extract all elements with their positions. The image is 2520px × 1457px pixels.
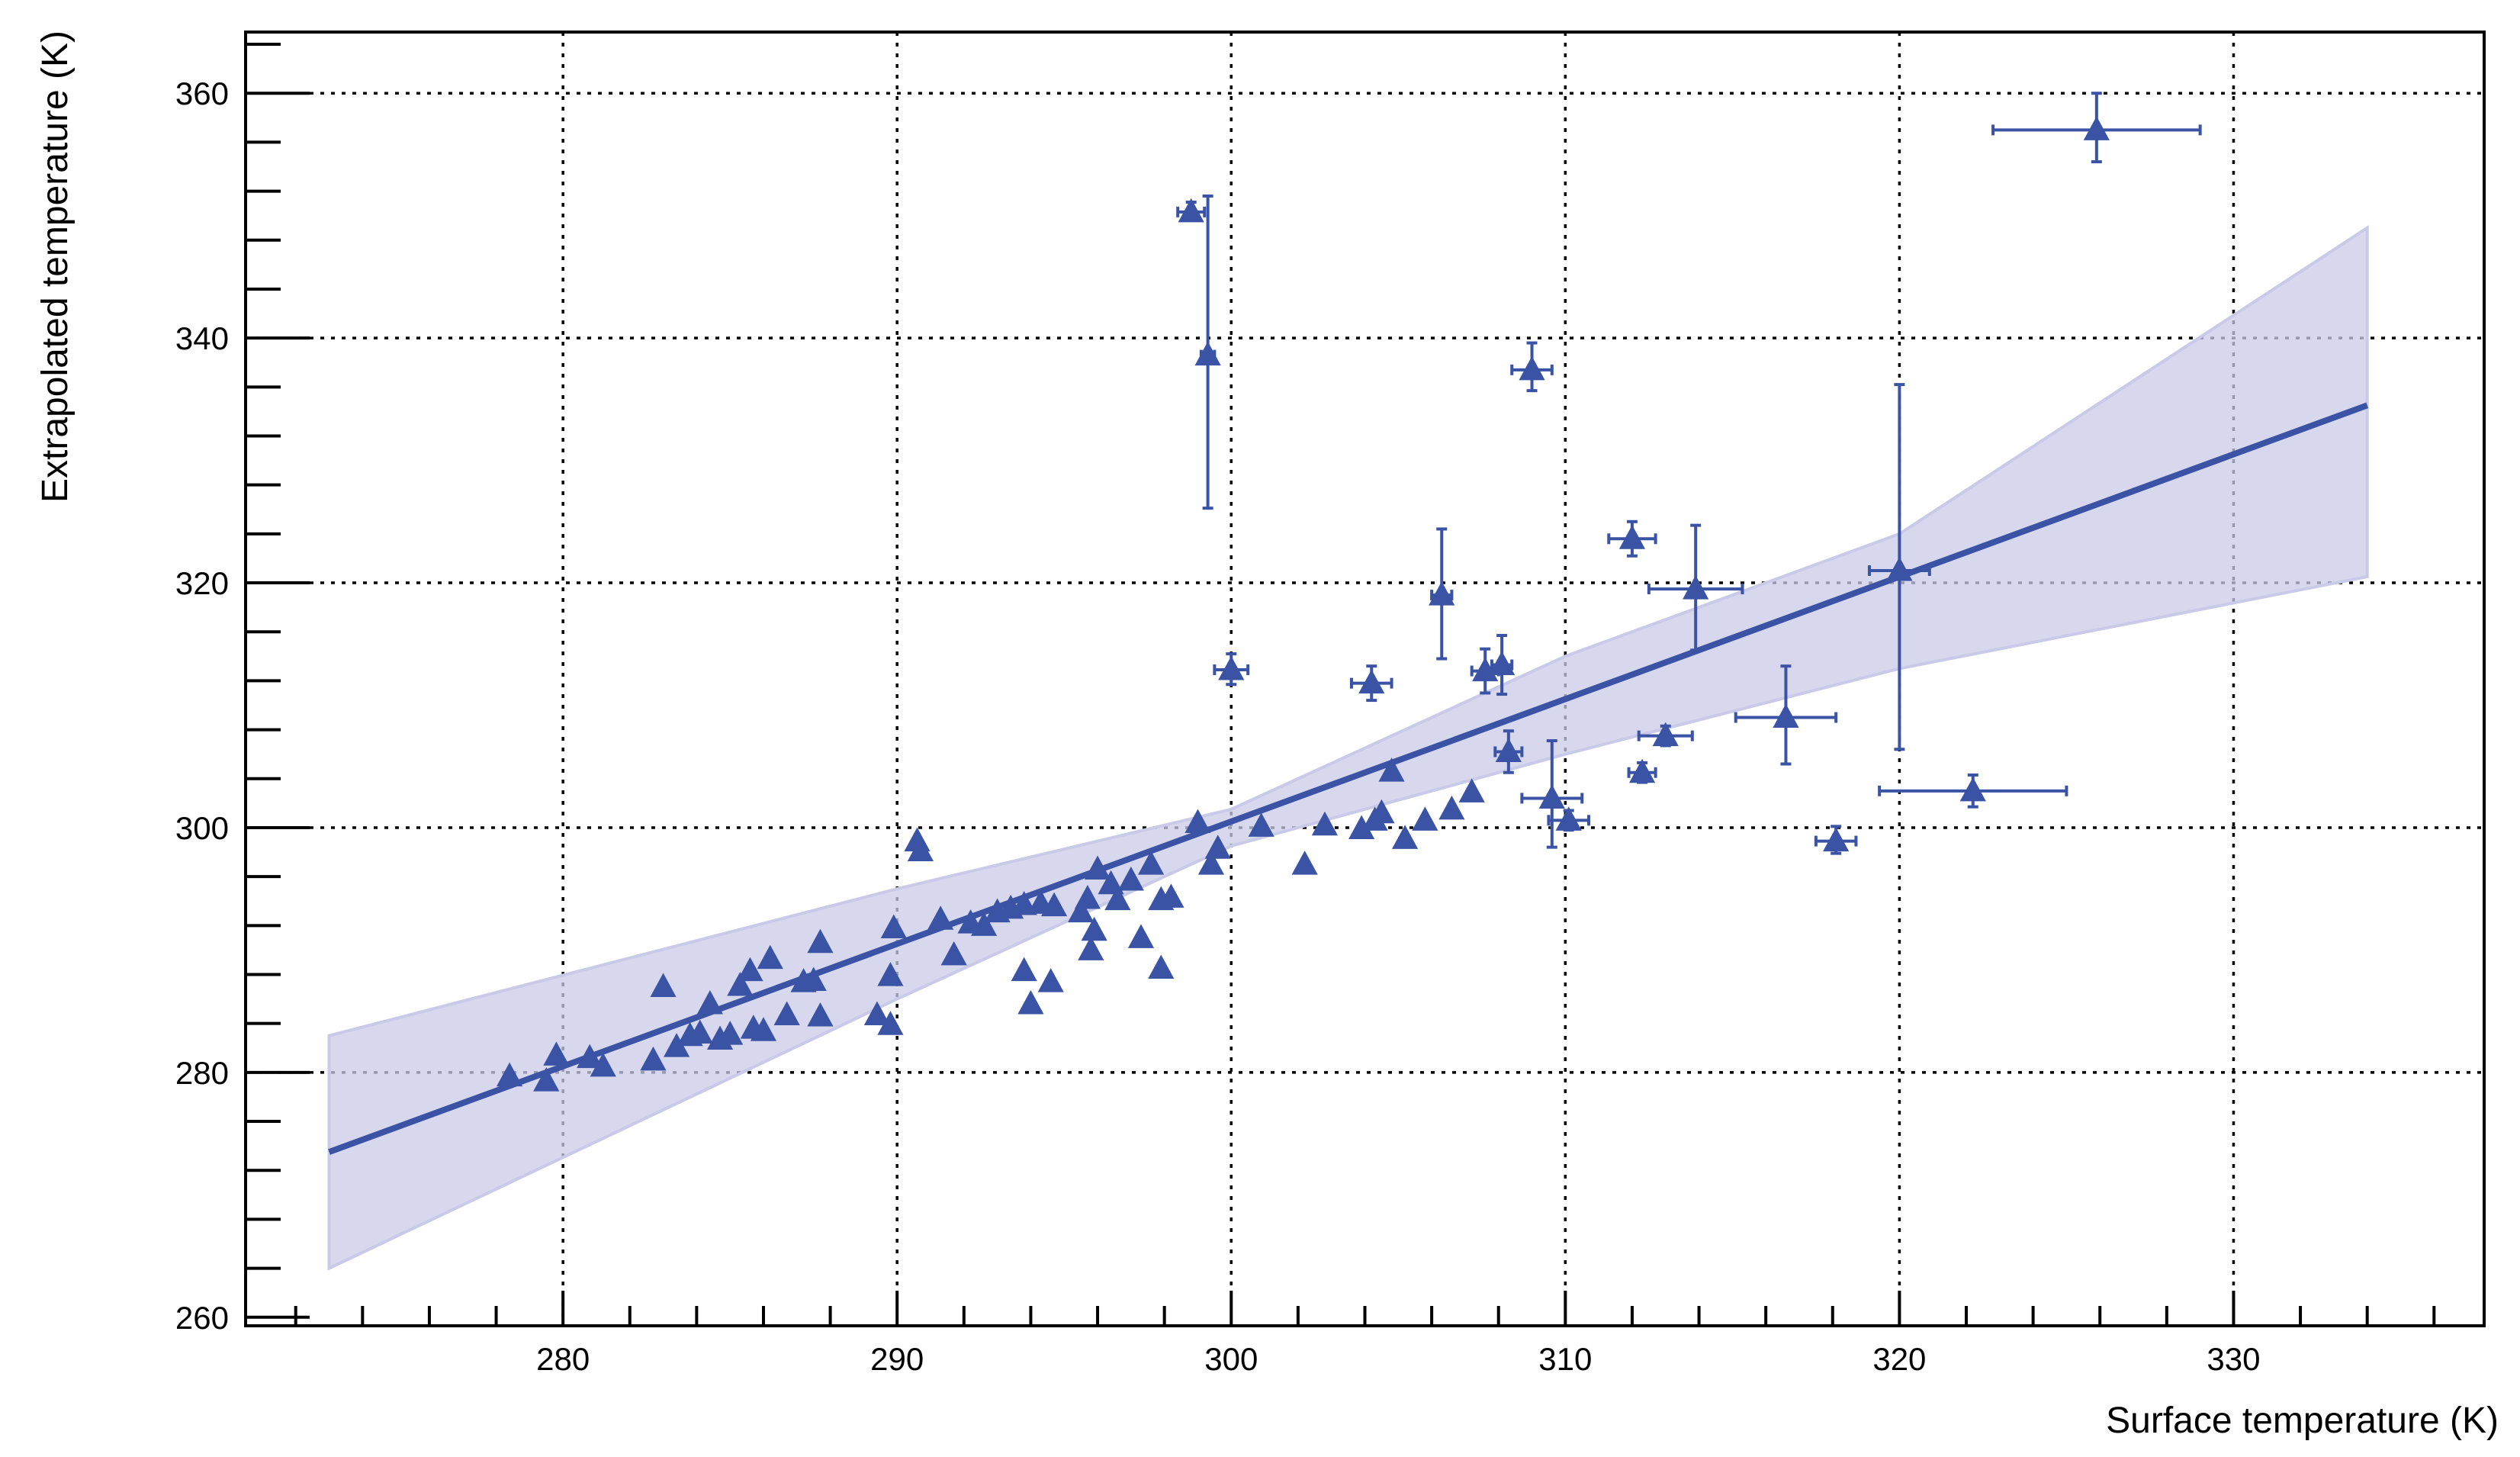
data-point <box>877 1011 904 1035</box>
data-point <box>1104 886 1131 911</box>
data-point <box>773 1001 800 1025</box>
data-point-with-error <box>1495 738 1522 762</box>
data-point <box>1081 916 1107 941</box>
data-point <box>577 1044 603 1069</box>
data-point-with-error <box>1823 827 1850 852</box>
data-point <box>750 1017 777 1041</box>
data-point <box>1041 892 1068 917</box>
fit-line-layer <box>328 402 2369 1155</box>
data-point <box>640 1046 667 1071</box>
x-tick-label: 280 <box>536 1341 590 1377</box>
x-tick-label: 320 <box>1872 1341 1926 1377</box>
y-tick-label: 300 <box>175 810 229 846</box>
data-point <box>807 1002 834 1027</box>
data-point <box>590 1052 616 1077</box>
data-point <box>800 967 827 992</box>
x-tick-label: 300 <box>1204 1341 1258 1377</box>
data-point <box>1438 795 1465 820</box>
data-point <box>877 962 904 986</box>
data-point-with-error <box>1773 703 1799 728</box>
data-point-with-error <box>2083 116 2110 140</box>
data-point-with-error <box>1489 651 1516 676</box>
data-point-with-error <box>1555 806 1582 831</box>
data-point-with-error <box>1218 655 1245 680</box>
data-point <box>1068 898 1094 923</box>
x-axis-title: Surface temperature (K) <box>2106 1401 2499 1441</box>
data-point <box>1011 957 1037 982</box>
x-tick-label: 290 <box>870 1341 924 1377</box>
data-point <box>1368 799 1395 824</box>
data-point <box>1248 812 1274 837</box>
data-point-with-error <box>1618 525 1646 549</box>
data-point <box>1127 924 1155 948</box>
data-point <box>880 914 907 939</box>
data-point-with-error <box>1519 355 1545 381</box>
grid-lines <box>246 32 2484 1326</box>
data-point <box>1412 806 1438 831</box>
x-tick-label: 330 <box>2207 1341 2260 1377</box>
data-point <box>1017 990 1044 1015</box>
data-point <box>1184 809 1211 834</box>
data-point <box>940 941 967 966</box>
data-point <box>1311 811 1339 836</box>
data-point <box>1378 757 1405 782</box>
data-point <box>1037 968 1064 992</box>
data-point <box>1391 825 1419 849</box>
data-point-with-error <box>1429 581 1455 606</box>
data-point <box>907 837 934 861</box>
data-point-with-error <box>1652 722 1679 747</box>
data-point-with-error <box>1628 758 1656 783</box>
data-point <box>1138 851 1165 875</box>
data-point-with-error <box>1886 556 1913 581</box>
data-point-with-error <box>1194 341 1221 366</box>
data-point-with-error <box>1683 575 1709 600</box>
data-point <box>686 1019 713 1044</box>
confidence-band-layer <box>327 225 2369 1271</box>
data-point <box>1197 851 1225 875</box>
data-point <box>757 944 783 970</box>
y-tick-label: 280 <box>175 1055 229 1091</box>
y-tick-label: 260 <box>175 1300 229 1336</box>
data-point <box>1158 883 1184 908</box>
data-point <box>1458 778 1485 802</box>
data-point <box>971 912 998 936</box>
y-tick-label: 320 <box>175 565 229 601</box>
data-point <box>1078 936 1104 960</box>
data-point-with-error <box>1358 669 1385 694</box>
data-point <box>1117 866 1144 891</box>
confidence-band <box>327 225 2369 1271</box>
data-point <box>1291 851 1318 875</box>
data-point <box>533 1067 560 1092</box>
data-point <box>496 1062 523 1087</box>
y-tick-label: 340 <box>175 320 229 356</box>
axis-ticks <box>246 43 2436 1326</box>
data-point <box>927 905 954 930</box>
y-tick-label: 360 <box>175 76 229 111</box>
data-point-with-error <box>1538 784 1565 809</box>
data-point <box>543 1041 570 1066</box>
data-point <box>717 1021 744 1045</box>
y-axis-title: Extrapolated temperature (K) <box>35 31 76 503</box>
data-point <box>807 928 834 954</box>
tick-labels: 280 290 300 310 320 330 260 280 300 320 340 360 <box>175 76 2261 1377</box>
data-point <box>1348 815 1375 840</box>
data-point <box>863 1001 891 1025</box>
data-point <box>727 971 754 996</box>
data-point-with-error <box>1959 777 1986 802</box>
data-point <box>1084 855 1111 880</box>
data-point <box>663 1033 690 1057</box>
data-point <box>696 990 724 1015</box>
marker-layer <box>496 116 2110 1092</box>
data-point <box>1074 885 1101 909</box>
data-point-with-error <box>1178 198 1204 223</box>
data-point <box>650 973 677 998</box>
fit-line <box>328 402 2369 1155</box>
data-point <box>737 957 763 982</box>
data-point <box>1148 954 1175 979</box>
data-point <box>1204 835 1231 859</box>
data-point-with-error <box>1472 657 1499 682</box>
x-tick-label: 310 <box>1538 1341 1592 1377</box>
